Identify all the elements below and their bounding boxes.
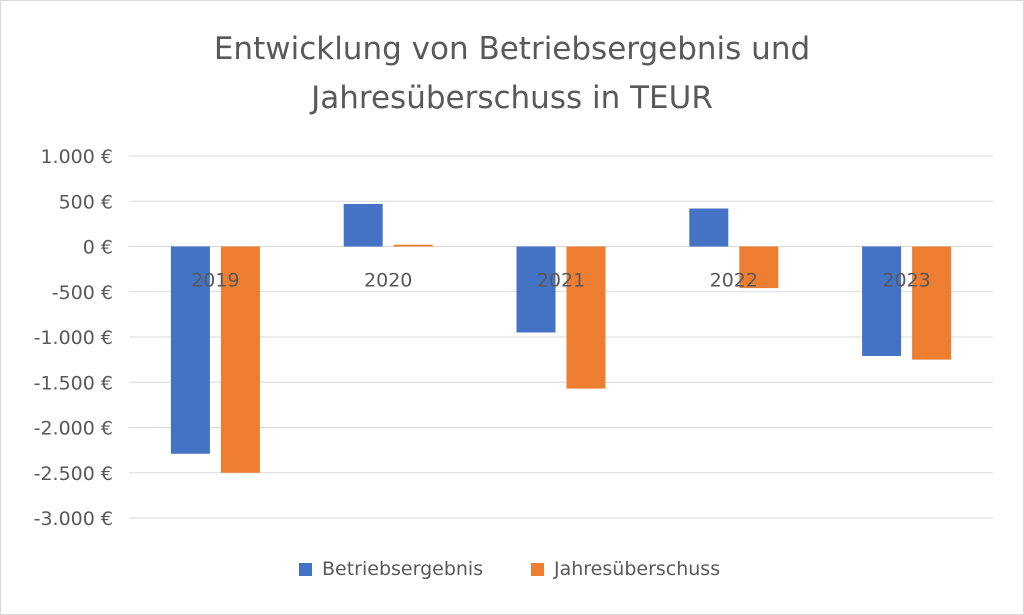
y-axis-tick-labels: 1.000 € 500 € 0 € -500 € -1.000 € -1.500 € -2.… [34, 146, 113, 530]
bar-betriebsergebnis-2023 [862, 246, 902, 357]
bars [170, 203, 952, 473]
chart-title-line-1: Entwicklung von Betriebsergebnis und [214, 31, 810, 67]
legend-label: Betriebsergebnis [322, 558, 483, 580]
category-label: 2019 [191, 270, 239, 292]
category-label: 2020 [364, 270, 412, 292]
category-label: 2021 [537, 270, 585, 292]
bar-betriebsergebnis-2019 [170, 246, 210, 454]
bar-jahresüberschuss-2023 [912, 246, 952, 360]
bar-betriebsergebnis-2022 [689, 208, 729, 247]
bar-betriebsergebnis-2021 [516, 246, 556, 333]
bar-betriebsergebnis-2020 [343, 203, 383, 247]
category-label: 2022 [710, 270, 758, 292]
y-tick-label: 500 € [59, 191, 113, 213]
y-tick-label: -2.500 € [34, 463, 113, 485]
y-tick-label: -1.000 € [34, 327, 113, 349]
y-tick-label: -1.500 € [34, 372, 113, 394]
legend-swatch-jahresüberschuss [531, 563, 544, 576]
y-tick-label: -500 € [52, 282, 113, 304]
chart-title: Entwicklung von Betriebsergebnis und Jah… [214, 31, 810, 116]
legend-swatch-betriebsergebnis [299, 563, 312, 576]
y-tick-label: -2.000 € [34, 418, 113, 440]
gridlines [129, 155, 993, 519]
bar-jahresüberschuss-2022 [739, 246, 779, 289]
legend: Betriebsergebnis Jahresüberschuss [299, 558, 720, 580]
bar-jahresüberschuss-2020 [393, 244, 433, 247]
bar-jahresüberschuss-2021 [566, 246, 606, 389]
y-tick-label: -3.000 € [34, 508, 113, 530]
bar-jahresüberschuss-2019 [220, 246, 260, 473]
legend-label: Jahresüberschuss [553, 558, 720, 580]
chart-title-line-2: Jahresüberschuss in TEUR [309, 80, 713, 116]
y-tick-label: 0 € [83, 237, 113, 259]
y-tick-label: 1.000 € [40, 146, 113, 168]
category-label: 2023 [882, 270, 930, 292]
x-axis-category-labels: 2019 2020 2021 2022 2023 [191, 270, 931, 292]
